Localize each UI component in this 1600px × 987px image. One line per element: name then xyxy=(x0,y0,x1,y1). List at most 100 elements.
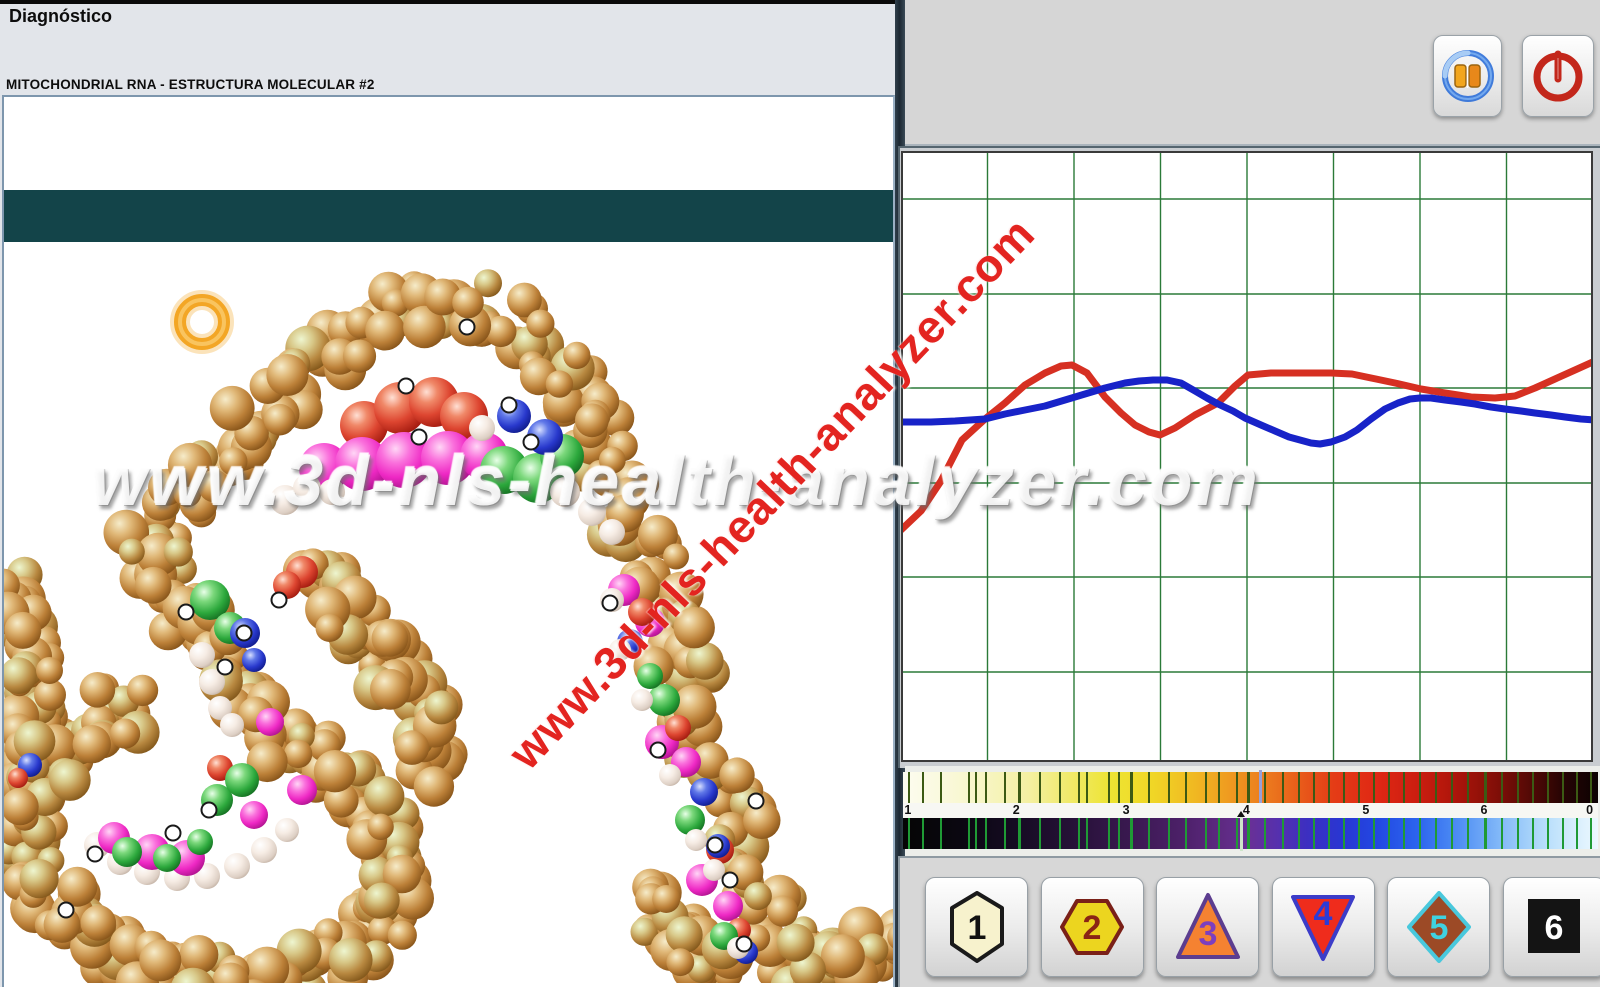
molecule-sphere xyxy=(363,882,400,919)
scale-tick xyxy=(1402,772,1405,803)
molecule-blue-sphere xyxy=(690,778,718,806)
scale-number-4: 4 xyxy=(1242,803,1250,817)
molecule-magenta-sphere xyxy=(256,708,284,736)
molecule-sphere xyxy=(776,923,815,962)
scale-tick xyxy=(1516,772,1519,803)
scale-tick xyxy=(1467,818,1470,849)
molecule-sphere xyxy=(80,905,117,941)
molecule-sphere xyxy=(686,642,724,680)
analysis-point-marker xyxy=(177,603,195,621)
scale-tick xyxy=(1217,818,1220,849)
molecule-white-sphere xyxy=(550,477,580,507)
molecule-sphere xyxy=(663,543,689,570)
scale-tick xyxy=(1059,818,1062,849)
scale-tick xyxy=(1434,772,1437,803)
scale-tick xyxy=(1500,772,1503,803)
exit-button[interactable] xyxy=(1522,35,1594,117)
scale-tick xyxy=(1450,818,1453,849)
entropy-button-5[interactable]: 5 xyxy=(1387,877,1490,977)
molecule-sphere xyxy=(545,370,574,398)
scale-tick xyxy=(1418,772,1421,803)
scale-tick xyxy=(939,772,942,803)
scale-tick xyxy=(1078,818,1081,849)
entropy-button-4[interactable]: 4 xyxy=(1271,877,1375,977)
molecule-sphere xyxy=(244,946,290,983)
molecule-sphere xyxy=(167,442,213,488)
scale-tick xyxy=(1484,772,1488,803)
molecule-sphere xyxy=(382,854,422,894)
entropy-button-label: 5 xyxy=(1429,909,1448,947)
molecule-sphere xyxy=(766,895,799,927)
book-compare-button[interactable] xyxy=(1433,35,1502,117)
molecule-sphere xyxy=(118,538,145,565)
scale-tick xyxy=(1003,772,1006,803)
scale-tick xyxy=(1108,772,1111,803)
entropy-button-3[interactable]: 3 xyxy=(1156,877,1259,977)
molecule-green-sphere xyxy=(648,684,680,716)
scale-cursor-bottom[interactable] xyxy=(1240,816,1244,851)
molecule-white-sphere xyxy=(293,474,321,502)
molecule-sphere xyxy=(575,403,609,438)
analysis-point-marker xyxy=(270,591,288,609)
scale-tick xyxy=(1281,772,1284,803)
scale-tick xyxy=(1484,818,1488,849)
scale-tick xyxy=(907,772,910,803)
molecule-sphere xyxy=(212,962,249,983)
scale-tick xyxy=(1531,772,1534,803)
scale-tick xyxy=(1342,772,1345,803)
entropy-scale-warm[interactable] xyxy=(903,770,1598,810)
molecule-sphere xyxy=(743,801,781,840)
scale-number-5: 5 xyxy=(1362,803,1370,817)
scale-tick xyxy=(1018,818,1022,849)
entropy-button-6[interactable]: 6 xyxy=(1502,877,1600,977)
analysis-point-marker xyxy=(500,396,518,414)
scale-tick xyxy=(1148,818,1151,849)
scale-tick xyxy=(967,772,970,803)
scale-tick xyxy=(907,818,910,849)
molecule-sphere xyxy=(219,447,248,476)
scale-tick xyxy=(921,818,924,849)
entropy-button-2[interactable]: 2 xyxy=(1040,877,1144,977)
molecule-sphere xyxy=(474,269,502,298)
scale-tick xyxy=(1168,818,1171,849)
scale-tick xyxy=(1297,772,1300,803)
molecule-sphere xyxy=(13,720,56,762)
entropy-scale-cool[interactable] xyxy=(903,811,1598,851)
analysis-point-marker xyxy=(164,824,182,842)
scale-tick xyxy=(1108,818,1111,849)
molecule-sphere xyxy=(452,286,484,319)
scale-tick xyxy=(921,772,924,803)
molecule-sphere xyxy=(637,514,678,555)
molecule-magenta-sphere xyxy=(376,432,432,488)
molecule-sphere xyxy=(526,309,555,338)
molecule-white-sphere xyxy=(685,829,707,851)
scale-tick xyxy=(1434,818,1437,849)
entropy-button-label: 6 xyxy=(1545,909,1564,947)
molecule-magenta-sphere xyxy=(287,775,317,805)
hexagon-h-icon: 2 xyxy=(1060,899,1124,955)
molecule-sphere xyxy=(403,305,446,349)
molecule-white-sphere xyxy=(578,498,606,526)
entropy-button-1[interactable]: 1 xyxy=(925,877,1028,977)
scale-tick xyxy=(1264,772,1267,803)
molecule-sphere xyxy=(4,787,39,826)
cursor-arrow-up xyxy=(1237,811,1246,817)
scale-tick xyxy=(985,818,987,849)
entropy-button-label: 3 xyxy=(1198,915,1217,953)
analysis-point-marker xyxy=(86,845,104,863)
molecule-sphere xyxy=(365,310,405,351)
molecule-viewer[interactable] xyxy=(2,95,895,987)
molecule-sphere xyxy=(198,469,231,503)
molecule-sphere xyxy=(887,925,893,949)
molecule-sphere xyxy=(691,742,729,779)
scale-tick xyxy=(1247,772,1251,803)
molecule-sphere xyxy=(283,739,313,769)
scale-tick xyxy=(967,818,970,849)
chart-canvas xyxy=(897,151,1599,762)
scale-cursor-top[interactable] xyxy=(1258,770,1262,805)
molecule-sphere xyxy=(387,920,417,950)
molecule-sphere xyxy=(719,757,755,793)
scale-tick xyxy=(1358,818,1361,849)
molecule-white-sphere xyxy=(659,764,681,786)
